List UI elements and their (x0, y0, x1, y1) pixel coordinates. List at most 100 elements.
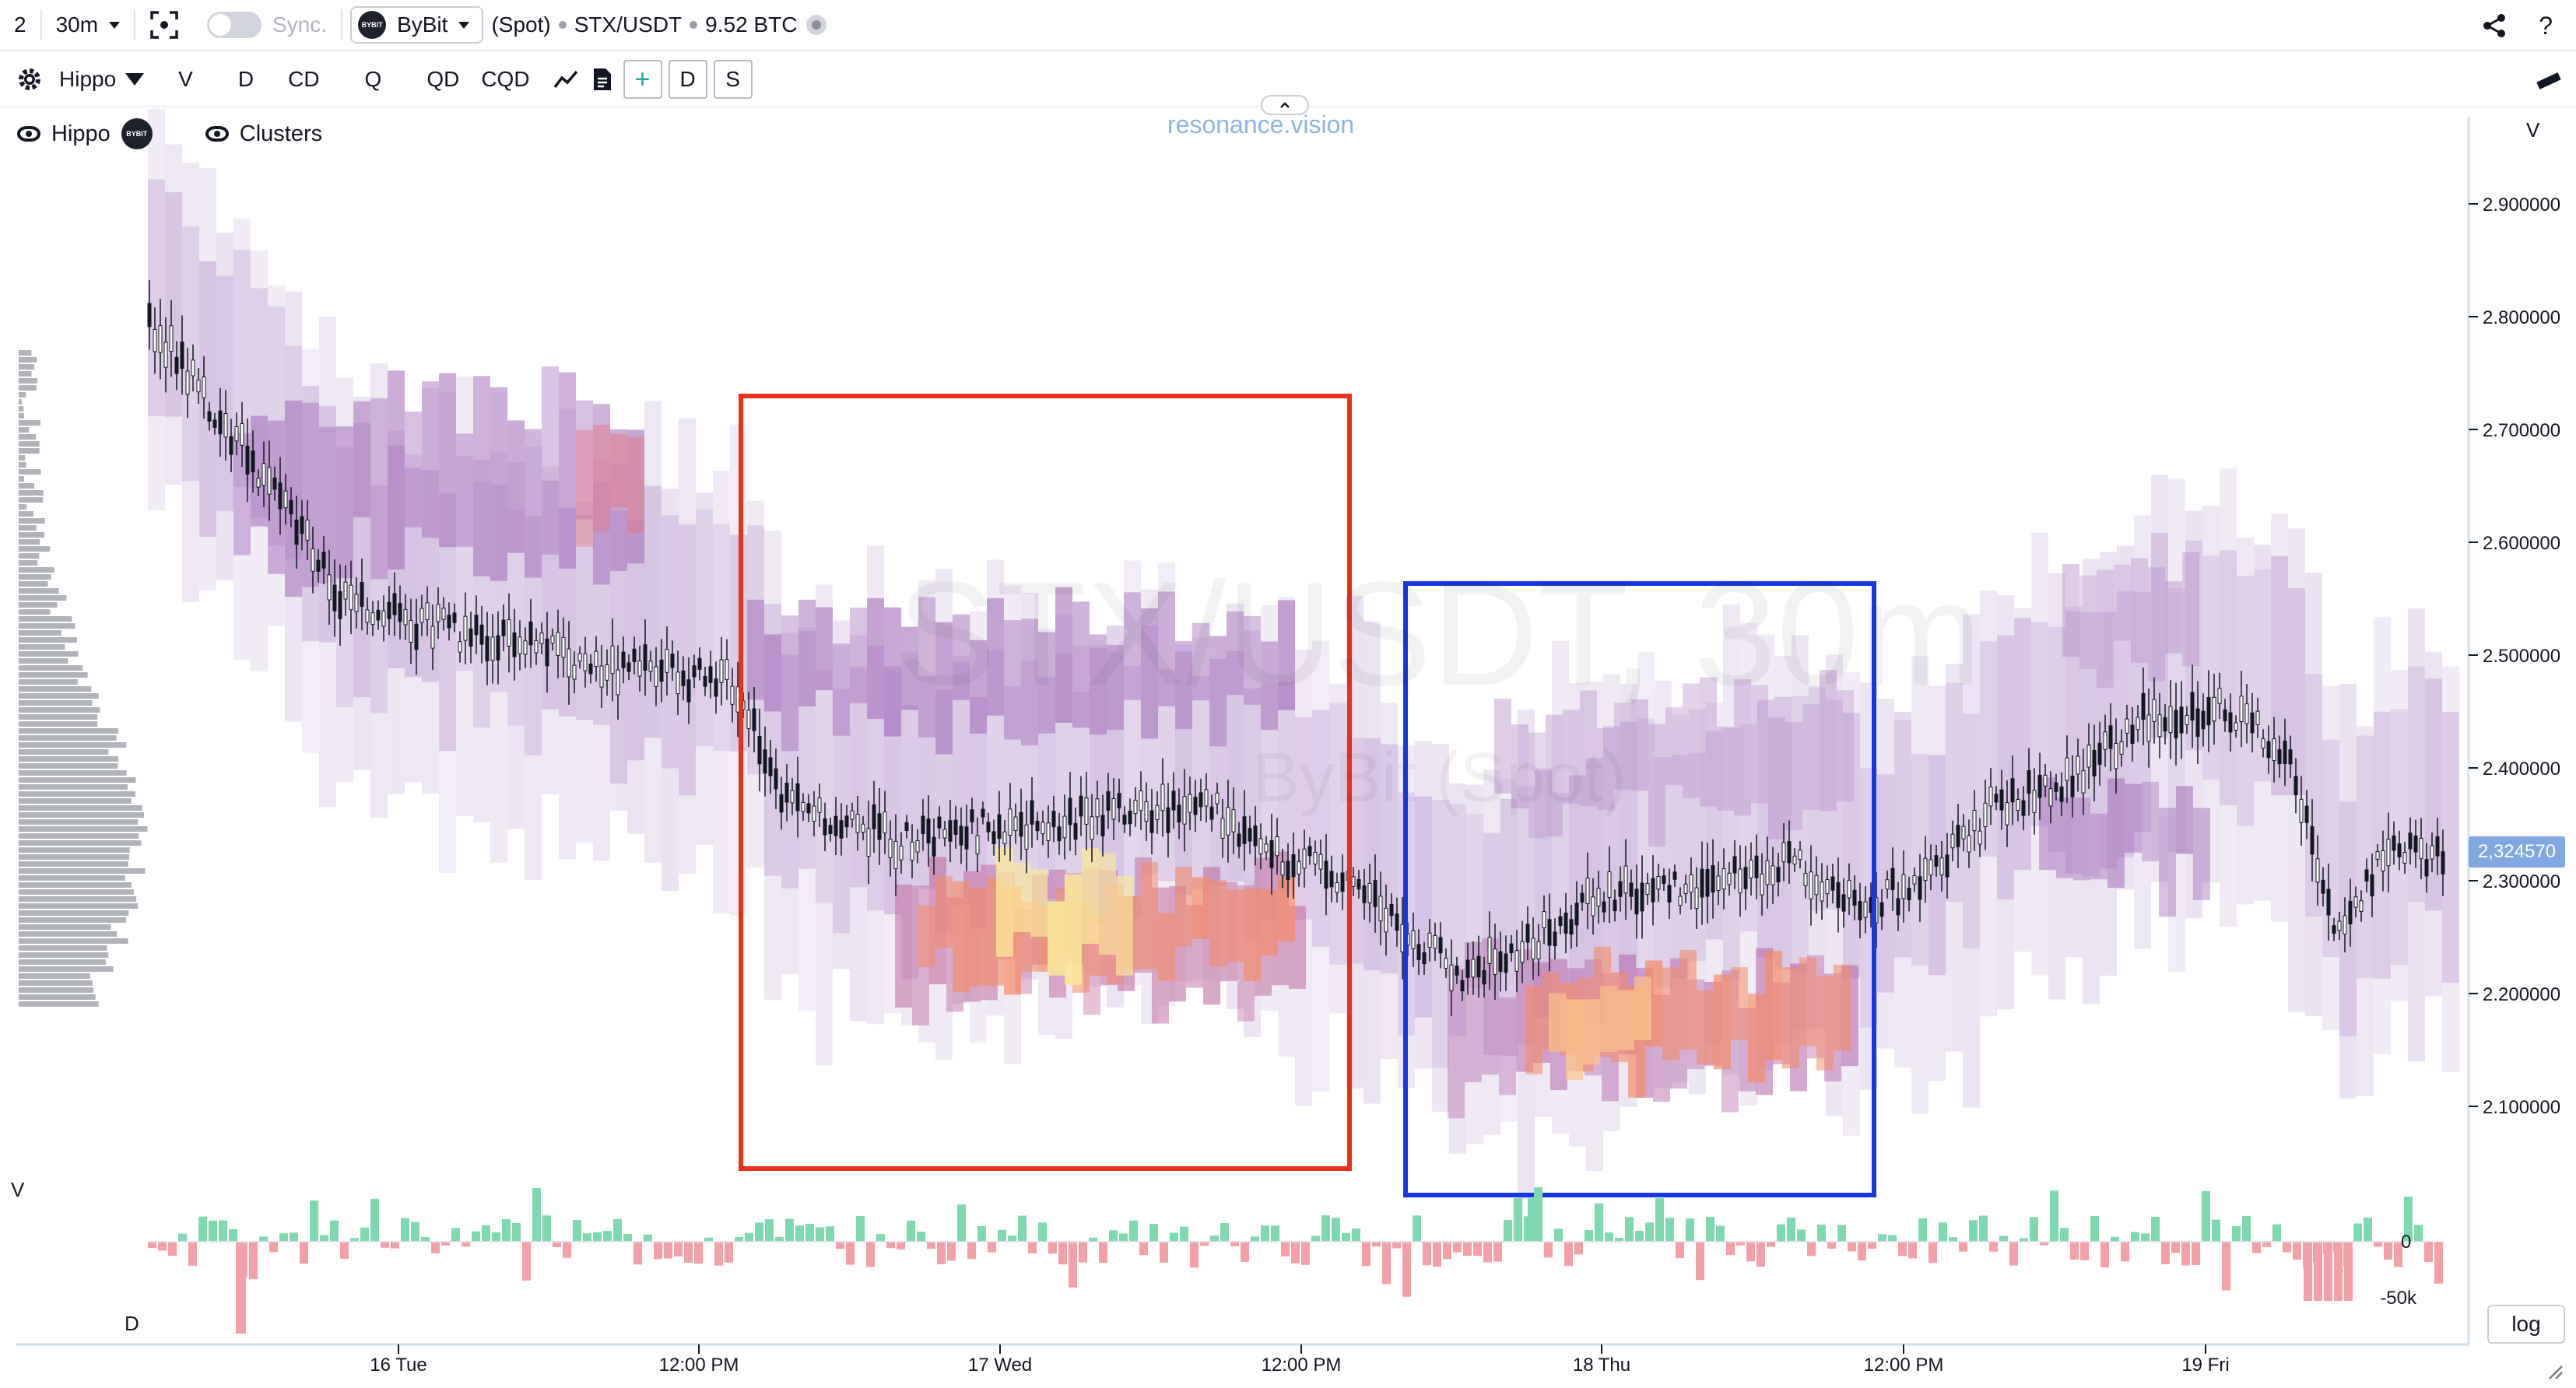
volume-bar-up (1716, 1225, 1725, 1242)
candle-body (496, 635, 500, 661)
legend-item-clusters[interactable]: Clusters (239, 121, 323, 146)
heatmap-cell (422, 388, 439, 794)
price-chart[interactable]: STX/USDT, 30m ByBit (Spot) 2.900000 2.800… (0, 109, 2576, 1388)
layout-count-button[interactable]: 2 (0, 0, 40, 51)
heatmap-cell (2114, 564, 2131, 641)
candle-body (572, 664, 577, 680)
eye-icon[interactable] (205, 126, 229, 142)
candle-body (272, 477, 277, 490)
volume-bar-up (2202, 1191, 2210, 1242)
profile-bar (19, 378, 37, 384)
heatmap-cell (1765, 951, 1782, 1060)
heatmap-cell (1518, 710, 1535, 1199)
toolbar-item-qd[interactable]: QD (398, 52, 476, 107)
heatmap-cell (1799, 957, 1816, 1046)
heatmap-cell (644, 401, 662, 863)
candle-body (1433, 934, 1437, 949)
volume-bar-up (2030, 1217, 2038, 1242)
legend-item-hippo[interactable]: Hippo (51, 121, 111, 146)
add-indicator-button[interactable]: + (623, 60, 662, 99)
candle-body (1999, 789, 2004, 811)
collapse-toolbar-button[interactable] (1261, 95, 1309, 115)
s-button[interactable]: S (713, 60, 753, 99)
heatmap-cell (2374, 711, 2391, 979)
sync-switch[interactable] (207, 12, 262, 38)
volume-bar-up (735, 1236, 743, 1242)
candle-body (1384, 907, 1388, 933)
candle-body (1852, 889, 1857, 906)
candle-body (2337, 920, 2342, 931)
heatmap-cell (953, 882, 970, 993)
heatmap-cell (370, 363, 388, 818)
candle-body (1678, 896, 1683, 906)
eye-icon[interactable] (17, 126, 40, 142)
settings-button[interactable] (0, 52, 59, 107)
profile-bar (19, 630, 61, 636)
candle-body (1416, 944, 1421, 960)
heatmap-cell (1580, 690, 1597, 806)
candle-body (1863, 901, 1868, 918)
screenshot-button[interactable] (135, 0, 193, 51)
candle-body (2157, 714, 2162, 738)
candle-body (1313, 851, 1318, 865)
exchange-selector[interactable]: BYBIT ByBit (350, 6, 484, 44)
volume-bar-up (1534, 1187, 1542, 1242)
sync-toggle[interactable]: Sync. (193, 0, 341, 51)
candle-body (1629, 882, 1634, 897)
profile-bar (19, 896, 137, 902)
candle-body (316, 559, 321, 572)
candle-body (485, 636, 490, 661)
candle-body (1907, 888, 1911, 901)
toolbar-item-d[interactable]: D (210, 52, 271, 107)
profile-bar (19, 364, 35, 370)
candle-body (1253, 825, 1258, 846)
candle-body (1378, 896, 1383, 922)
candle-body (806, 803, 811, 814)
profile-bar (19, 637, 77, 643)
candle-body (1504, 953, 1508, 973)
candle-body (1787, 841, 1792, 864)
volume-bar-up (1514, 1197, 1522, 1242)
ruler-button[interactable] (2536, 70, 2562, 96)
profile-bar (19, 784, 128, 790)
profile-bar (19, 805, 142, 811)
candle-body (1460, 980, 1465, 992)
document-button[interactable] (584, 52, 620, 107)
resize-handle-icon[interactable] (2546, 1363, 2564, 1380)
heatmap-cell (2408, 666, 2425, 903)
toolbar-item-cd[interactable]: CD (271, 52, 336, 107)
candle-body (1318, 853, 1323, 870)
share-icon[interactable] (2481, 12, 2508, 39)
candle-body (1095, 798, 1100, 818)
toolbar-item-q[interactable]: Q (337, 52, 399, 107)
heatmap-cell (1809, 685, 1826, 1029)
toolbar-item-v[interactable]: V (161, 52, 210, 107)
candle-body (1967, 835, 1971, 853)
heatmap-cell (850, 607, 867, 703)
log-scale-button[interactable]: log (2487, 1305, 2565, 1344)
sync-label: Sync. (272, 12, 328, 37)
profile-bar (19, 945, 107, 951)
toolbar-item-cqd[interactable]: CQD (476, 52, 546, 107)
profile-bar (19, 539, 40, 545)
candle-body (904, 822, 909, 831)
volume-bar-up (2414, 1225, 2423, 1242)
candle-body (202, 377, 206, 398)
line-chart-button[interactable] (547, 52, 584, 107)
heatmap-cell (987, 598, 1004, 716)
candle-body (1923, 857, 1928, 882)
d-button[interactable]: D (668, 60, 707, 99)
indicator-selector[interactable]: Hippo (59, 52, 161, 107)
candle-body (959, 825, 963, 846)
candle-body (2190, 692, 2195, 721)
heatmap-cell (1809, 687, 1826, 910)
heatmap-cell (1363, 622, 1381, 1104)
volume-bar-down (1099, 1242, 1107, 1264)
help-icon[interactable]: ? (2539, 11, 2553, 40)
interval-dropdown[interactable]: 30m (42, 0, 134, 51)
candle-body (991, 831, 996, 844)
candle-body (1351, 876, 1356, 887)
heatmap-cell (1244, 888, 1261, 981)
volume-bar-up (1878, 1234, 1886, 1242)
symbol-label[interactable]: STX/USDT (574, 12, 683, 37)
